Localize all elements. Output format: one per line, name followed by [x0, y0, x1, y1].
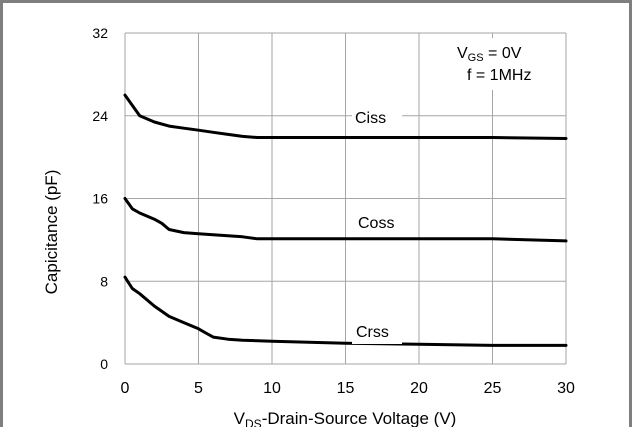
- x-tick-label: 0: [121, 380, 130, 397]
- y-tick-label: 32: [92, 25, 108, 41]
- y-tick-label: 0: [100, 356, 108, 372]
- x-tick-label: 25: [484, 380, 502, 397]
- series-label-crss: Crss: [356, 324, 389, 341]
- x-tick-label: 15: [337, 380, 355, 397]
- x-tick-label: 10: [263, 380, 281, 397]
- x-axis-label-rest: -Drain-Source Voltage (V): [262, 409, 457, 427]
- y-axis-label: Capicitance (pF): [42, 170, 61, 295]
- grid: [124, 32, 567, 365]
- series-label-coss: Coss: [358, 215, 394, 232]
- x-tick-label: 30: [557, 380, 575, 397]
- y-tick-label: 8: [100, 273, 108, 289]
- x-axis-label-v: V: [234, 409, 246, 427]
- annotation-vgs: VGS = 0V: [457, 45, 522, 64]
- series-line-coss: [123, 197, 568, 243]
- y-tick-label: 24: [92, 108, 108, 124]
- series-label-ciss: Ciss: [355, 110, 386, 127]
- x-axis-label-sub: DS: [245, 417, 262, 427]
- annotation-vgs-sub: GS: [468, 52, 484, 64]
- annotation-vgs-value: = 0V: [484, 45, 522, 62]
- x-axis-label: VDS-Drain-Source Voltage (V): [234, 409, 457, 427]
- annotation-bg: [446, 38, 558, 90]
- x-tick-label: 5: [194, 380, 203, 397]
- coss-label-bg: [355, 208, 405, 236]
- x-axis-ticks: 0 5 10 15 20 25 30: [121, 380, 575, 397]
- y-axis-ticks: 0 8 16 24 32: [92, 25, 108, 372]
- series-line-ciss: [123, 93, 568, 140]
- ciss-label-bg: [352, 103, 402, 131]
- annotation-vgs-v: V: [457, 45, 468, 62]
- y-tick-label: 16: [92, 191, 108, 207]
- x-tick-label: 20: [410, 380, 428, 397]
- crss-label-bg: [352, 318, 402, 344]
- annotation-freq: f = 1MHz: [467, 67, 531, 84]
